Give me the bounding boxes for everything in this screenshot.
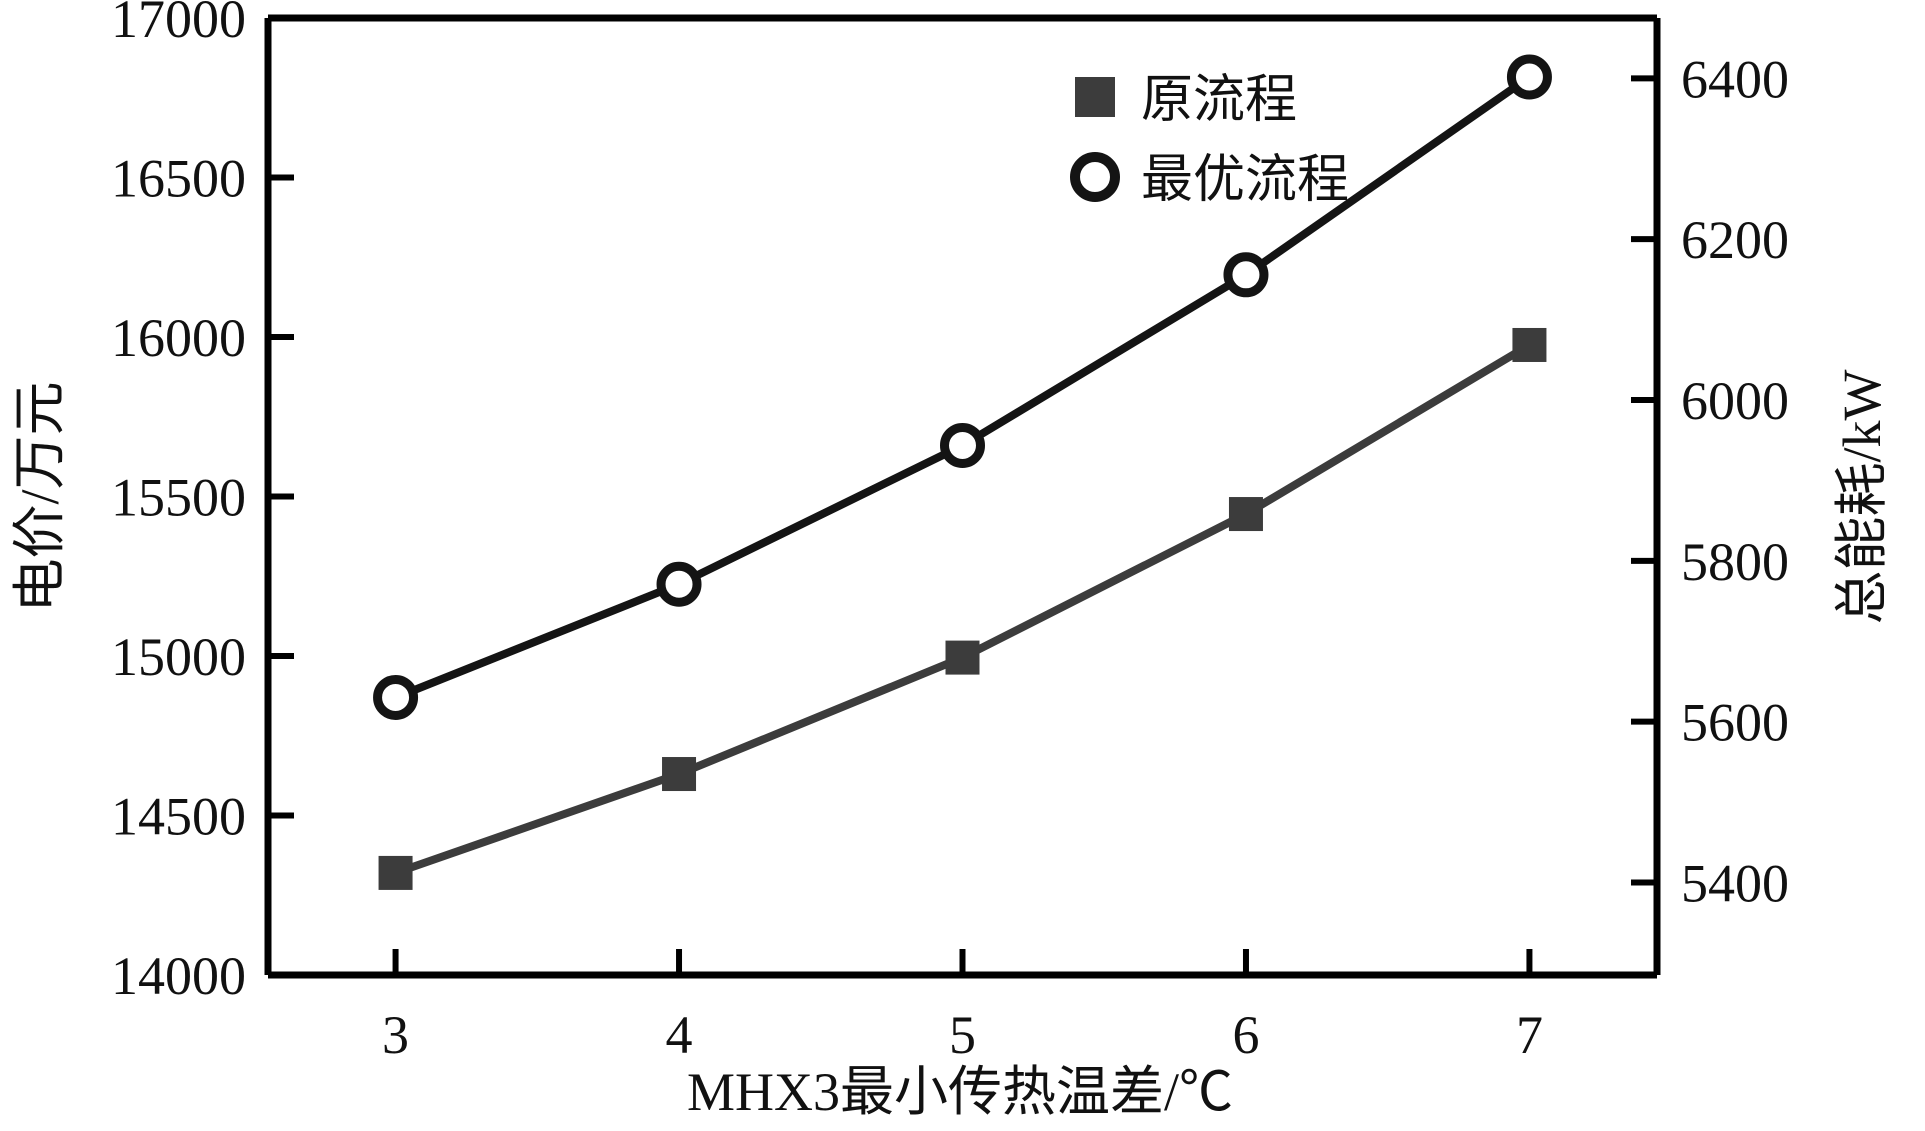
- data-point-square: [945, 640, 980, 675]
- legend-marker-circle: [1070, 152, 1120, 202]
- data-series-layer: [373, 54, 1552, 890]
- x-axis-title: MHX3最小传热温差/℃: [687, 1062, 1233, 1122]
- data-point-circle: [656, 561, 702, 607]
- y-axis-right-tick-label: 6400: [1681, 49, 1789, 109]
- y-axis-left-ticks: [268, 174, 294, 819]
- y-axis-right-tick-label: 6200: [1681, 210, 1789, 270]
- y-axis-left-title: 电价/万元: [10, 381, 70, 612]
- plot-frame: [264, 14, 1661, 979]
- series-line: [391, 73, 1534, 702]
- data-point-circle: [1506, 54, 1552, 100]
- x-axis-tick-label: 4: [666, 1005, 693, 1065]
- y-axis-right-tick-label: 5400: [1681, 854, 1789, 914]
- x-axis-tick-label: 6: [1232, 1005, 1259, 1065]
- y-axis-left-tick-label: 17000: [111, 0, 246, 49]
- y-axis-right-title: 总能耗/kW: [1832, 369, 1892, 624]
- data-point-circle: [940, 422, 985, 468]
- data-point-circle: [373, 674, 419, 720]
- legend-label: 最优流程: [1141, 152, 1349, 209]
- y-axis-right-tick-label: 6000: [1681, 371, 1789, 431]
- x-axis-ticks: [392, 949, 1533, 975]
- y-axis-left-tick-label: 14500: [111, 787, 246, 847]
- data-point-square: [378, 855, 413, 890]
- x-axis-tick-label: 7: [1516, 1005, 1543, 1065]
- legend-marker-square: [1075, 77, 1115, 117]
- y-axis-right-tick-label: 5600: [1681, 693, 1789, 753]
- y-axis-right-tick-labels: 6400 6200 6000 5800 5600 5400: [1681, 49, 1789, 913]
- y-axis-left-tick-labels: 17000 16500 16000 15500 15000 14500 14000: [111, 0, 246, 1006]
- data-point-square: [662, 757, 697, 792]
- y-axis-left-tick-label: 16000: [111, 308, 246, 368]
- series-1: [378, 327, 1547, 890]
- y-axis-right-tick-label: 5800: [1681, 532, 1789, 592]
- y-axis-left-tick-label: 15000: [111, 627, 246, 687]
- data-point-circle: [1223, 252, 1269, 298]
- data-point-square: [1228, 497, 1263, 532]
- y-axis-left-tick-label: 15500: [111, 468, 246, 528]
- data-point-square: [1512, 327, 1547, 362]
- series-2: [373, 54, 1552, 720]
- y-axis-right-ticks: [1631, 75, 1657, 886]
- legend-label: 原流程: [1141, 72, 1297, 129]
- x-axis-tick-label: 3: [382, 1005, 409, 1065]
- x-axis-tick-labels: 3 4 5 6 7: [382, 1005, 1543, 1065]
- y-axis-left-tick-label: 14000: [111, 946, 246, 1006]
- y-axis-left-tick-label: 16500: [111, 149, 246, 209]
- x-axis-tick-label: 5: [949, 1005, 976, 1065]
